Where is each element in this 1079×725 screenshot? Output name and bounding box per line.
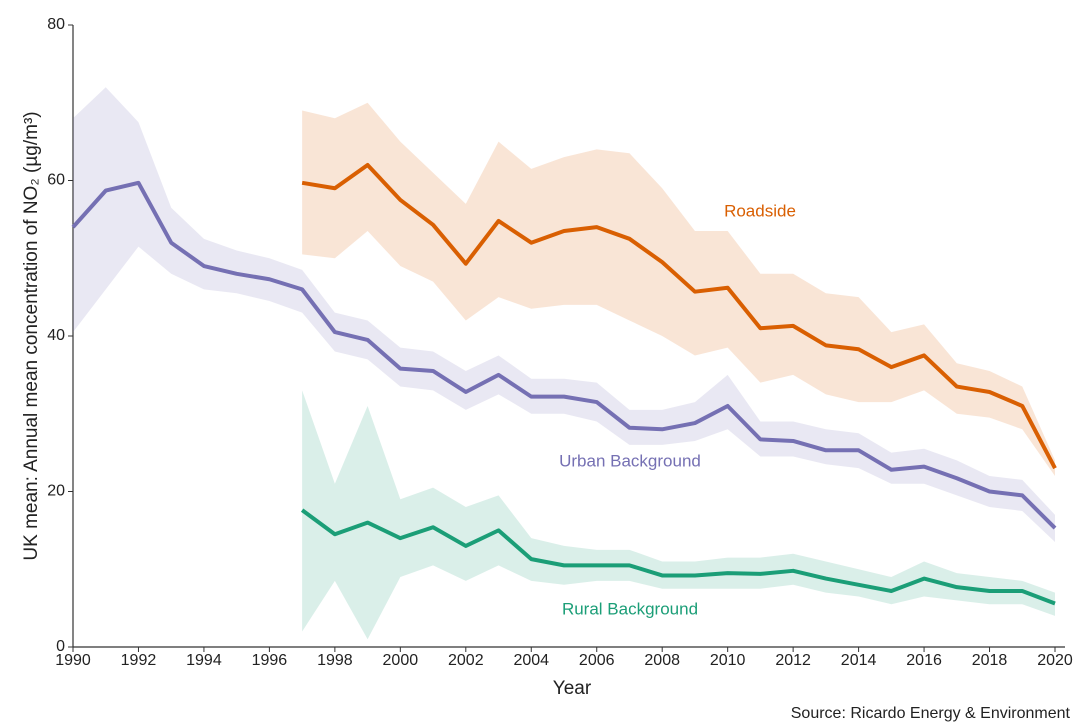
x-tick-label: 2018 bbox=[972, 652, 1008, 669]
x-tick-label: 2012 bbox=[775, 652, 811, 669]
source-note: Source: Ricardo Energy & Environment bbox=[791, 705, 1071, 722]
x-tick-label: 2014 bbox=[841, 652, 877, 669]
x-tick-label: 1990 bbox=[55, 652, 91, 669]
y-tick-label: 80 bbox=[47, 16, 65, 33]
x-tick-label: 1998 bbox=[317, 652, 353, 669]
x-tick-label: 2000 bbox=[383, 652, 419, 669]
x-tick-label: 1992 bbox=[121, 652, 157, 669]
x-tick-label: 2006 bbox=[579, 652, 615, 669]
x-tick-label: 2008 bbox=[644, 652, 680, 669]
x-tick-label: 1996 bbox=[252, 652, 288, 669]
series-line bbox=[300, 508, 1056, 606]
confidence-band bbox=[73, 87, 1055, 543]
confidence-band bbox=[302, 390, 1056, 640]
series-label: Roadside bbox=[724, 201, 796, 220]
confidence-band bbox=[302, 102, 1056, 476]
x-tick-label: 2016 bbox=[906, 652, 942, 669]
x-tick-label: 2002 bbox=[448, 652, 484, 669]
x-tick-label: 1994 bbox=[186, 652, 222, 669]
y-tick-label: 60 bbox=[47, 172, 65, 189]
series-line bbox=[71, 180, 1057, 530]
y-axis-label: UK mean: Annual mean concentration of NO… bbox=[21, 111, 42, 560]
x-tick-label: 2020 bbox=[1037, 652, 1073, 669]
series-label: Urban Background bbox=[559, 451, 701, 470]
x-tick-label: 2004 bbox=[513, 652, 549, 669]
x-tick-label: 2010 bbox=[710, 652, 746, 669]
y-tick-label: 40 bbox=[47, 327, 65, 344]
series-label: Rural Background bbox=[562, 599, 698, 618]
y-tick-label: 0 bbox=[56, 638, 65, 655]
y-tick-label: 20 bbox=[47, 483, 65, 500]
x-axis-label: Year bbox=[553, 678, 592, 699]
series-line bbox=[301, 162, 1057, 470]
